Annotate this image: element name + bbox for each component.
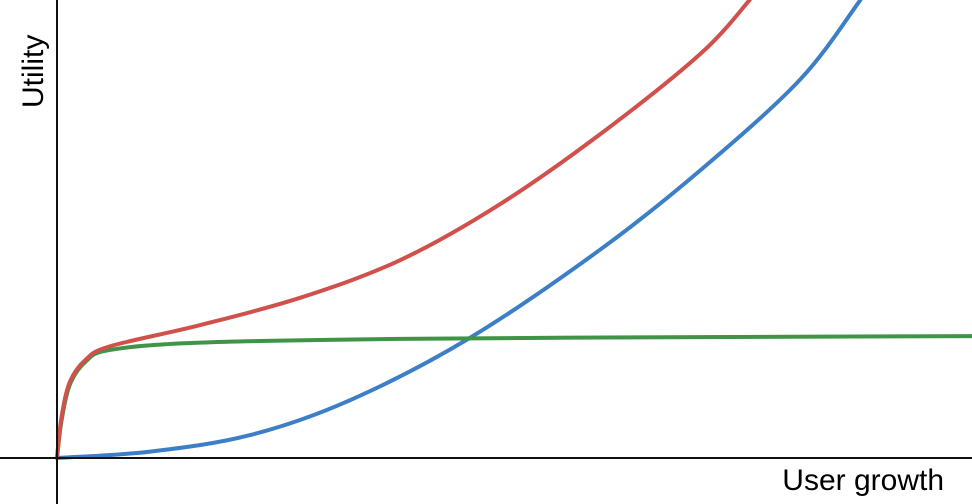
series-line-2 — [55, 334, 972, 460]
series-line-1 — [55, 0, 863, 460]
series-layer — [55, 0, 972, 460]
x-axis-label: User growth — [782, 464, 944, 497]
y-axis-label: Utility — [17, 35, 50, 108]
series-line-3 — [55, 0, 752, 460]
